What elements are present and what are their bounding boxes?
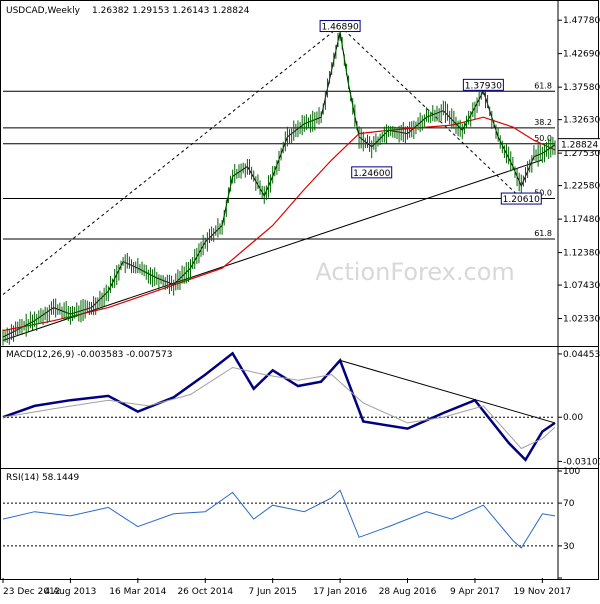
price-label-text: 1.20610 [503, 195, 540, 205]
x-tick-label: 26 Oct 2014 [177, 587, 233, 597]
rsi-y-tick-label: 100 [563, 467, 580, 477]
price-y-tick-label: 1.22580 [563, 182, 600, 192]
fib-level-label: 61.8 [534, 81, 552, 90]
price-series-line [3, 32, 555, 337]
x-tick-label: 4 Aug 2013 [44, 587, 96, 597]
rsi-panel-frame [1, 469, 599, 580]
price-panel-frame [1, 1, 599, 347]
price-y-tick-label: 1.37580 [563, 83, 600, 93]
watermark-text: ActionForex.com [315, 258, 515, 286]
macd-y-tick-label: -0.031072 [563, 457, 600, 467]
price-y-tick-label: 1.07430 [563, 281, 600, 291]
macd-signal-line [3, 368, 555, 449]
rsi-title: RSI(14) 58.1449 [6, 473, 79, 483]
macd-title: MACD(12,26,9) -0.003583 -0.007573 [6, 350, 172, 360]
macd-y-tick-label: 0.044534 [563, 350, 600, 360]
price-label-text: 1.37930 [465, 81, 502, 91]
price-y-tick-label: 1.17480 [563, 215, 600, 225]
price-y-tick-label: 1.02330 [563, 315, 600, 325]
macd-panel: 0.044534 0.00 -0.031072 MACD(12,26,9) -0.00… [1, 347, 600, 470]
macd-trend-line [340, 360, 555, 423]
price-y-tick-label: 1.12380 [563, 249, 600, 259]
price-label-text: 1.24600 [353, 169, 390, 179]
dashed-trend-line [3, 26, 340, 294]
x-tick-label: 28 Aug 2016 [379, 587, 437, 597]
macd-line [3, 353, 555, 460]
chart-title: USDCAD,Weekly [6, 6, 81, 16]
x-tick-label: 19 Nov 2017 [514, 587, 572, 597]
moving-average-line [3, 117, 555, 330]
last-price-label: 1.28824 [561, 141, 598, 151]
x-tick-label: 9 Apr 2017 [450, 587, 500, 597]
price-panel: ActionForex.com 1.47780 1.42690 1.37580 1.32… [1, 1, 600, 348]
rsi-y-tick-label: 70 [563, 499, 575, 509]
rsi-panel: 100 70 30 RSI(14) 58.1449 [1, 467, 599, 580]
ohlc-header: 1.26382 1.29153 1.26143 1.28824 [92, 6, 250, 16]
price-label-text: 1.46890 [321, 23, 358, 33]
rsi-y-tick-label: 30 [563, 542, 575, 552]
macd-y-tick-label: 0.00 [563, 413, 583, 423]
price-y-tick-label: 1.32630 [563, 116, 600, 126]
macd-panel-frame [1, 347, 599, 469]
fib-level-label: 61.8 [534, 229, 552, 238]
x-tick-label: 17 Jan 2016 [313, 587, 367, 597]
x-tick-label: 7 Jun 2015 [248, 587, 296, 597]
fib-level-label: 38.2 [534, 118, 552, 127]
price-y-tick-label: 1.47780 [563, 16, 600, 26]
x-tick-label: 16 Mar 2014 [109, 587, 166, 597]
rsi-line [3, 490, 555, 548]
price-y-tick-label: 1.42690 [563, 50, 600, 60]
